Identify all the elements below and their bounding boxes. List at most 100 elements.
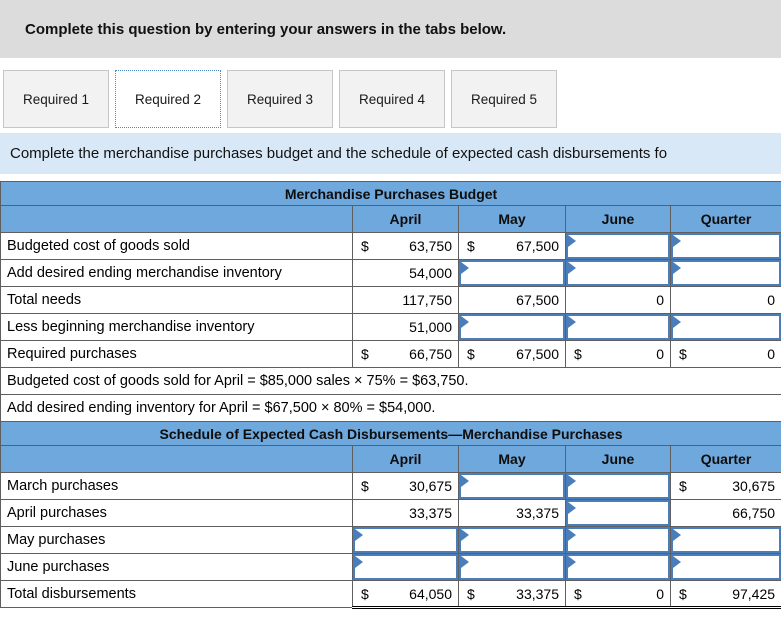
answer-cell <box>565 313 671 341</box>
row-label: Budgeted cost of goods sold <box>0 232 353 260</box>
answer-cell <box>458 553 566 581</box>
currency-symbol: $ <box>361 346 369 362</box>
cell-flag-icon <box>355 556 363 568</box>
value-cell: $64,050 <box>352 580 459 609</box>
cell-flag-icon <box>673 556 681 568</box>
value-cell: 0 <box>669 286 781 314</box>
answer-input[interactable] <box>566 527 670 553</box>
row-label: Add desired ending merchandise inventory <box>0 259 353 287</box>
currency-symbol: $ <box>361 238 369 254</box>
answer-cell <box>458 259 566 287</box>
column-header-may: May <box>458 445 566 473</box>
tab-required-4[interactable]: Required 4 <box>339 70 445 128</box>
cell-flag-icon <box>461 556 469 568</box>
cell-value: 67,500 <box>516 346 559 362</box>
currency-symbol: $ <box>574 346 582 362</box>
value-cell: $30,675 <box>352 472 459 500</box>
answer-cell <box>669 553 781 581</box>
answer-input[interactable] <box>566 314 670 340</box>
column-header-quarter: Quarter <box>669 205 781 233</box>
table-row: Add desired ending inventory for April =… <box>0 394 781 422</box>
cell-flag-icon <box>568 556 576 568</box>
answer-input[interactable] <box>671 527 781 553</box>
cell-flag-icon <box>461 316 469 328</box>
value-cell: $33,375 <box>458 580 566 609</box>
tab-required-1[interactable]: Required 1 <box>3 70 109 128</box>
merchandise-purchases-budget-table: Merchandise Purchases Budget April May June… <box>0 181 781 422</box>
cell-value: 54,000 <box>409 265 452 281</box>
currency-symbol: $ <box>679 585 687 602</box>
table-row: May purchases <box>0 526 781 554</box>
table-row: Less beginning merchandise inventory 51,0… <box>0 313 781 341</box>
cell-value: 51,000 <box>409 319 452 335</box>
answer-cell <box>458 472 566 500</box>
answer-input[interactable] <box>459 260 565 286</box>
currency-symbol: $ <box>679 346 687 362</box>
cell-value: 0 <box>656 346 664 362</box>
cell-value: 30,675 <box>409 478 452 494</box>
value-cell: 54,000 <box>352 259 459 287</box>
answer-input[interactable] <box>566 473 670 499</box>
value-cell: $0 <box>669 340 781 368</box>
row-label: April purchases <box>0 499 353 527</box>
cell-flag-icon <box>568 316 576 328</box>
table-row: Budgeted cost of goods sold $63,750 $67,50… <box>0 232 781 260</box>
answer-input[interactable] <box>566 260 670 286</box>
currency-symbol: $ <box>679 478 687 494</box>
value-cell: $0 <box>565 340 671 368</box>
answer-input[interactable] <box>459 527 565 553</box>
tab-required-5[interactable]: Required 5 <box>451 70 557 128</box>
answer-cell <box>565 472 671 500</box>
column-header-empty <box>0 445 353 473</box>
answer-input[interactable] <box>671 554 781 580</box>
value-cell: 33,375 <box>352 499 459 527</box>
value-cell: $66,750 <box>352 340 459 368</box>
cell-flag-icon <box>673 262 681 274</box>
answer-input[interactable] <box>671 233 781 259</box>
table-row: June purchases <box>0 553 781 581</box>
cell-flag-icon <box>461 475 469 487</box>
cell-value: 117,750 <box>402 292 452 308</box>
value-cell: 33,375 <box>458 499 566 527</box>
answer-input[interactable] <box>566 500 670 526</box>
currency-symbol: $ <box>467 585 475 602</box>
cell-flag-icon <box>673 529 681 541</box>
answer-input[interactable] <box>353 527 458 553</box>
cell-value: 30,675 <box>732 478 776 494</box>
cell-value: 0 <box>656 585 664 602</box>
answer-input[interactable] <box>566 233 670 259</box>
value-cell: $67,500 <box>458 232 566 260</box>
cell-value: 64,050 <box>409 585 452 602</box>
answer-cell <box>352 526 459 554</box>
answer-input[interactable] <box>671 314 781 340</box>
value-cell: $67,500 <box>458 340 566 368</box>
row-label: Total disbursements <box>0 580 353 608</box>
answer-input[interactable] <box>566 554 670 580</box>
cell-flag-icon <box>568 502 576 514</box>
table-title: Schedule of Expected Cash Disbursements—… <box>0 421 781 446</box>
answer-input[interactable] <box>353 554 458 580</box>
cell-value: 33,375 <box>516 505 559 521</box>
tab-required-2[interactable]: Required 2 <box>115 70 221 128</box>
table-row: Add desired ending merchandise inventory… <box>0 259 781 287</box>
currency-symbol: $ <box>574 585 582 602</box>
cell-value: 0 <box>767 346 776 362</box>
tab-required-3[interactable]: Required 3 <box>227 70 333 128</box>
cell-value: 97,425 <box>732 585 776 602</box>
cell-flag-icon <box>355 529 363 541</box>
banner-text: Complete this question by entering your … <box>25 20 507 38</box>
answer-input[interactable] <box>459 314 565 340</box>
cell-value: 0 <box>767 292 776 308</box>
answer-input[interactable] <box>671 260 781 286</box>
row-label: Total needs <box>0 286 353 314</box>
note-row: Add desired ending inventory for April =… <box>0 394 781 422</box>
banner: Complete this question by entering your … <box>0 0 781 58</box>
cell-value: 63,750 <box>409 238 452 254</box>
answer-cell <box>669 313 781 341</box>
row-label: Less beginning merchandise inventory <box>0 313 353 341</box>
currency-symbol: $ <box>467 346 475 362</box>
cash-disbursements-schedule-table: Schedule of Expected Cash Disbursements—… <box>0 421 781 609</box>
answer-input[interactable] <box>459 473 565 499</box>
answer-input[interactable] <box>459 554 565 580</box>
cell-flag-icon <box>568 529 576 541</box>
